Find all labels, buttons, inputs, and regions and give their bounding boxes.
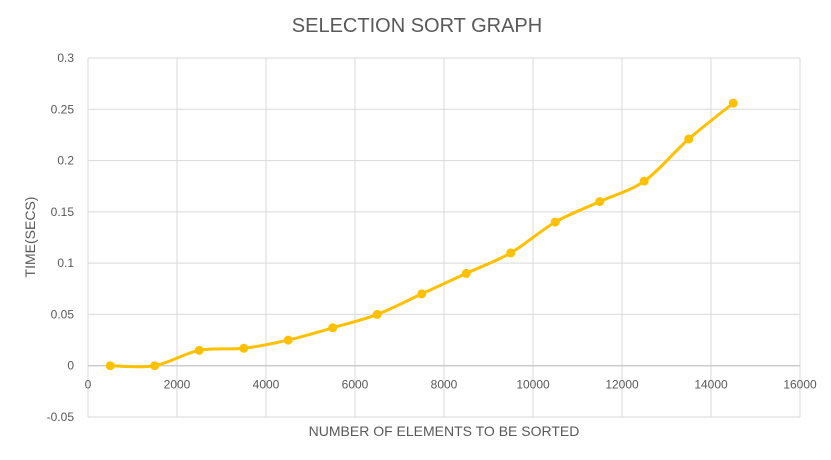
data-point: [684, 134, 694, 144]
series-line: [108, 101, 735, 369]
x-tick-label: 10000: [516, 378, 550, 392]
data-point: [239, 343, 249, 353]
y-tick-label: 0.3: [57, 51, 74, 65]
y-tick-label: 0.2: [57, 154, 74, 168]
x-tick-label: 12000: [605, 378, 639, 392]
y-tick-label: -0.05: [47, 410, 75, 424]
y-axis-tick-labels: -0.05 0 0.05 0.1 0.15 0.2 0.25 0.3: [47, 51, 75, 424]
x-axis-tick-labels: 0 2000 4000 6000 8000 10000 12000 14000 16000: [85, 378, 817, 392]
x-tick-label: 0: [85, 378, 92, 392]
data-point: [372, 309, 382, 319]
data-point: [461, 268, 471, 278]
data-point: [283, 335, 293, 345]
data-point: [194, 345, 204, 355]
data-point: [506, 248, 516, 258]
x-tick-label: 14000: [694, 378, 728, 392]
y-axis-title: TIME(SECS): [22, 197, 38, 278]
data-point: [595, 197, 605, 207]
data-point: [105, 361, 115, 371]
y-tick-label: 0.15: [51, 205, 75, 219]
x-tick-label: 4000: [253, 378, 280, 392]
y-tick-label: 0: [67, 359, 74, 373]
data-point: [550, 217, 560, 227]
data-point: [150, 361, 160, 371]
gridlines: [87, 57, 801, 418]
y-tick-label: 0.1: [57, 256, 74, 270]
y-tick-label: 0.25: [51, 102, 75, 116]
x-tick-label: 2000: [164, 378, 191, 392]
data-point: [639, 176, 649, 186]
x-axis-title: NUMBER OF ELEMENTS TO BE SORTED: [309, 423, 580, 439]
data-point: [728, 98, 738, 108]
series-layer: [105, 98, 738, 371]
data-point: [417, 289, 427, 299]
y-tick-label: 0.05: [51, 307, 75, 321]
x-tick-label: 6000: [342, 378, 369, 392]
x-tick-label: 8000: [431, 378, 458, 392]
chart-title: SELECTION SORT GRAPH: [292, 15, 542, 37]
data-point: [328, 323, 338, 333]
x-tick-label: 16000: [783, 378, 817, 392]
